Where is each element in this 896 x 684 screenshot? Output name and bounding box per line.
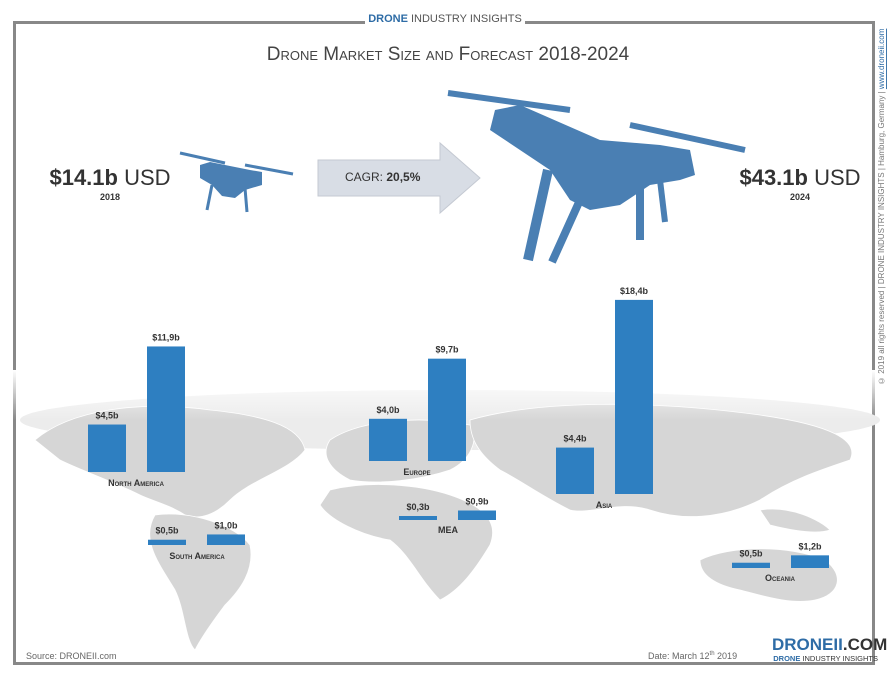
bar-value-label: $0,3b — [406, 502, 430, 512]
brand-header: DRONE INDUSTRY INSIGHTS — [365, 13, 525, 25]
end-market-size: $43.1b USD — [739, 165, 861, 190]
bar-value-label: $4,0b — [376, 405, 400, 415]
bar-europe-2024 — [428, 358, 466, 461]
region-label: MEA — [438, 525, 459, 535]
bar-north-america-2018 — [88, 424, 126, 472]
bar-value-label: $0,5b — [155, 526, 179, 536]
bar-europe-2018 — [369, 418, 407, 461]
region-label: North America — [108, 478, 164, 488]
bar-value-label: $11,9b — [152, 332, 180, 342]
region-label: Europe — [403, 467, 430, 477]
bar-mea-2018 — [399, 516, 437, 520]
bar-value-label: $0,9b — [465, 497, 489, 507]
bar-value-label: $1,2b — [798, 541, 822, 551]
region-label: Oceania — [765, 573, 796, 583]
drone-large-icon — [447, 90, 746, 264]
bar-value-label: $4,5b — [95, 411, 119, 421]
copyright-text: © 2019 all rights reserved | DRONE INDUS… — [877, 89, 886, 385]
bar-mea-2024 — [458, 510, 496, 520]
source-text: Source: DRONEII.com — [26, 651, 117, 661]
bar-oceania-2024 — [791, 555, 829, 568]
droneii-logo: DRONEII.COM DRONE INDUSTRY INSIGHTS — [772, 635, 888, 664]
bar-value-label: $1,0b — [214, 520, 238, 530]
start-year: 2018 — [99, 192, 121, 202]
page-title: Drone Market Size and Forecast 2018-2024 — [266, 44, 630, 65]
bar-asia-2018 — [556, 447, 594, 494]
date-text: Date: March 12th 2019 — [648, 651, 738, 661]
bar-south-america-2018 — [148, 539, 186, 545]
side-copyright: © 2019 all rights reserved | DRONE INDUS… — [876, 28, 887, 385]
cagr-arrow — [317, 141, 481, 215]
bar-value-label: $0,5b — [739, 549, 763, 559]
end-year: 2024 — [789, 192, 811, 202]
bar-asia-2024 — [615, 299, 653, 494]
bar-north-america-2024 — [147, 346, 185, 472]
bar-value-label: $18,4b — [620, 286, 649, 296]
bar-oceania-2018 — [732, 562, 770, 568]
start-market-size: $14.1b USD — [49, 165, 171, 190]
website-link[interactable]: www.droneii.com — [877, 28, 886, 90]
bar-value-label: $4,4b — [563, 434, 587, 444]
region-label: South America — [169, 551, 225, 561]
drone-small-icon — [179, 151, 294, 213]
region-label: Asia — [596, 500, 613, 510]
cagr-label: CAGR: 20,5% — [345, 170, 421, 184]
bar-south-america-2024 — [207, 534, 245, 545]
bar-value-label: $9,7b — [435, 345, 459, 355]
